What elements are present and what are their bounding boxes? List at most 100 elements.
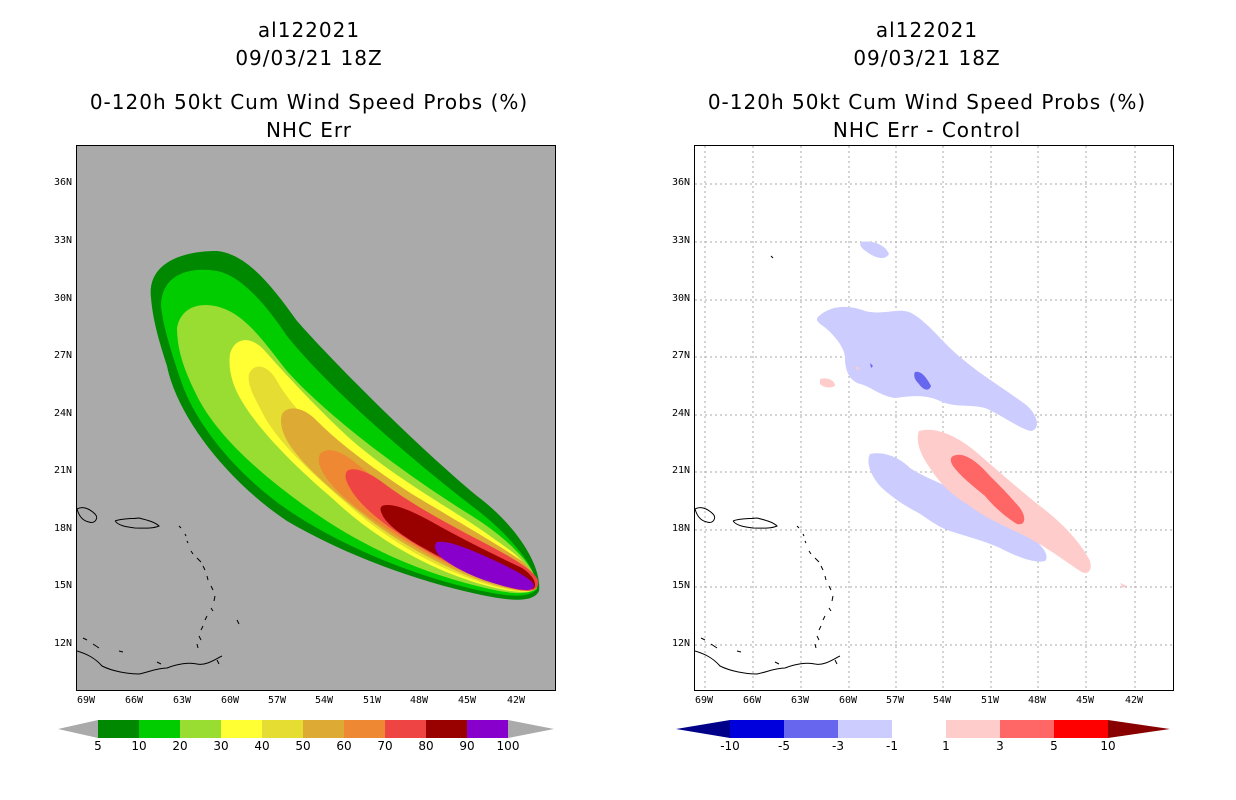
lon-label: 66W [124, 695, 144, 706]
colorbar-bin [180, 720, 221, 738]
colorbar-label: 3 [996, 739, 1004, 753]
colorbar-label: 60 [336, 739, 352, 753]
datetime-title: 09/03/21 18Z [235, 46, 383, 70]
lon-label: 69W [76, 695, 96, 706]
diff-area-pos3 [950, 454, 1025, 525]
prob-contour-90 [434, 541, 534, 590]
colorbar-label: 90 [459, 739, 475, 753]
colorbar-end-high [1108, 720, 1170, 738]
lon-label: 57W [885, 695, 905, 706]
difference-map [694, 145, 1174, 691]
lon-label: 63W [790, 695, 810, 706]
colorbar-bin [730, 720, 784, 738]
colorbar-label: 50 [295, 739, 311, 753]
product-title: 0-120h 50kt Cum Wind Speed Probs (%) [707, 90, 1147, 114]
lon-label: 51W [980, 695, 1000, 706]
lon-label: 42W [506, 695, 526, 706]
storm-id-title: al122021 [257, 18, 361, 42]
colorbar-label: -3 [832, 739, 844, 753]
colorbar-label: 70 [377, 739, 393, 753]
lat-label: 27N [53, 350, 72, 361]
colorbar-label: -10 [720, 739, 740, 753]
colorbar-label: 5 [94, 739, 102, 753]
colorbar-bin [1000, 720, 1054, 738]
lat-label: 12N [671, 638, 690, 649]
diff-area-pos1 [855, 366, 860, 370]
lon-label: 42W [1124, 695, 1144, 706]
subtitle: NHC Err [265, 118, 353, 142]
lon-label: 54W [932, 695, 952, 706]
diff-area-neg3 [868, 453, 1047, 562]
lon-label: 57W [267, 695, 287, 706]
probability-map [76, 145, 556, 691]
colorbar-bin [838, 720, 892, 738]
colorbar-bin [946, 720, 1000, 738]
colorbar-bin [426, 720, 467, 738]
lat-label: 33N [53, 235, 72, 246]
colorbar-label: 5 [1050, 739, 1058, 753]
colorbar-label: 1 [942, 739, 950, 753]
lon-label: 69W [694, 695, 714, 706]
coastlines [695, 255, 841, 675]
colorbar-bin [221, 720, 262, 738]
lon-label: 45W [457, 695, 477, 706]
lat-label: 15N [671, 580, 690, 591]
colorbar-end-low [58, 720, 98, 738]
colorbar-bin [98, 720, 139, 738]
colorbar-label: -1 [886, 739, 898, 753]
diff-area-neg3 [860, 241, 889, 259]
colorbar-bin [467, 720, 508, 738]
lat-label: 33N [671, 235, 690, 246]
lat-label: 18N [671, 523, 690, 534]
colorbar-bin [1054, 720, 1108, 738]
diff-area-neg5 [914, 371, 931, 390]
colorbar [676, 720, 1170, 738]
lat-label: 18N [53, 523, 72, 534]
colorbar-end-low [676, 720, 730, 738]
grid-lines [695, 146, 1173, 690]
lon-label: 51W [362, 695, 382, 706]
coastlines [77, 507, 240, 675]
colorbar-bin [262, 720, 303, 738]
subtitle: NHC Err - Control [832, 118, 1022, 142]
product-title: 0-120h 50kt Cum Wind Speed Probs (%) [89, 90, 529, 114]
lat-label: 21N [53, 465, 72, 476]
lat-label: 36N [671, 177, 690, 188]
lon-label: 66W [742, 695, 762, 706]
diff-area-neg3 [816, 306, 1037, 431]
lon-label: 60W [838, 695, 858, 706]
right-panel: al122021 09/03/21 18Z 0-120h 50kt Cum Wi… [618, 0, 1236, 800]
difference-map-svg [695, 146, 1173, 690]
colorbar-label: 80 [418, 739, 434, 753]
lat-label: 30N [53, 293, 72, 304]
diff-area-neg5 [870, 363, 873, 368]
datetime-title: 09/03/21 18Z [853, 46, 1001, 70]
lat-label: 15N [53, 580, 72, 591]
diff-area-pos1 [820, 378, 835, 388]
lon-label: 54W [314, 695, 334, 706]
probability-map-svg [77, 251, 540, 675]
lon-label: 63W [172, 695, 192, 706]
colorbar-label: 40 [254, 739, 270, 753]
lon-label: 60W [220, 695, 240, 706]
diff-area-pos1 [1120, 583, 1127, 588]
lat-label: 21N [671, 465, 690, 476]
lat-label: 27N [671, 350, 690, 361]
colorbar-label: 20 [172, 739, 188, 753]
colorbar [58, 720, 554, 738]
storm-id-title: al122021 [875, 18, 979, 42]
colorbar-end-high [508, 720, 554, 738]
lon-label: 48W [409, 695, 429, 706]
lat-label: 12N [53, 638, 72, 649]
lat-label: 36N [53, 177, 72, 188]
colorbar-bin [385, 720, 426, 738]
lat-label: 24N [53, 408, 72, 419]
colorbar-bin [344, 720, 385, 738]
colorbar-bin [139, 720, 180, 738]
colorbar-label: -5 [778, 739, 790, 753]
colorbar-bin [892, 720, 946, 738]
colorbar-bin [303, 720, 344, 738]
colorbar-bin [784, 720, 838, 738]
colorbar-label: 30 [213, 739, 229, 753]
colorbar-label: 10 [131, 739, 147, 753]
